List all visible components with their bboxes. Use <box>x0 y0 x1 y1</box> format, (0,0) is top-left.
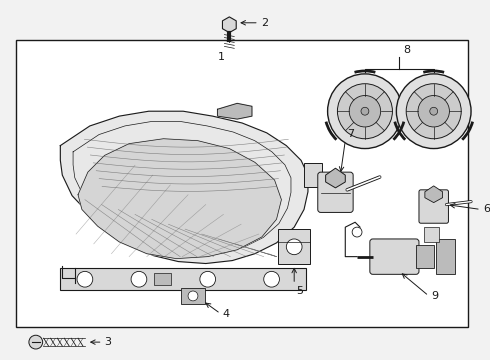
FancyBboxPatch shape <box>318 172 353 212</box>
Bar <box>424 227 439 242</box>
Text: 8: 8 <box>403 45 410 55</box>
Polygon shape <box>60 111 308 264</box>
Bar <box>16 40 468 327</box>
Polygon shape <box>326 168 345 188</box>
Circle shape <box>396 74 471 149</box>
Bar <box>416 245 434 269</box>
Circle shape <box>286 239 302 255</box>
Polygon shape <box>425 186 442 203</box>
Polygon shape <box>218 103 252 119</box>
Polygon shape <box>78 139 281 258</box>
Circle shape <box>361 107 369 115</box>
Text: 2: 2 <box>261 18 268 28</box>
Circle shape <box>77 271 93 287</box>
Circle shape <box>418 95 449 127</box>
Bar <box>436 239 455 274</box>
Bar <box>154 273 172 285</box>
Text: 9: 9 <box>431 291 438 301</box>
Polygon shape <box>222 17 236 33</box>
Circle shape <box>200 271 216 287</box>
Bar <box>278 229 310 265</box>
Circle shape <box>349 95 381 127</box>
Text: 5: 5 <box>296 286 303 296</box>
Circle shape <box>352 227 362 237</box>
Text: 6: 6 <box>483 204 490 215</box>
Text: 4: 4 <box>222 309 230 319</box>
Bar <box>60 269 306 290</box>
Circle shape <box>131 271 147 287</box>
Text: 3: 3 <box>104 337 112 347</box>
FancyBboxPatch shape <box>370 239 419 274</box>
Bar <box>181 288 205 304</box>
Circle shape <box>328 74 402 149</box>
Circle shape <box>406 84 461 139</box>
Circle shape <box>264 271 279 287</box>
Text: 1: 1 <box>218 52 225 62</box>
Circle shape <box>338 84 392 139</box>
Circle shape <box>430 107 438 115</box>
Circle shape <box>29 335 43 349</box>
Bar <box>304 163 322 187</box>
Text: 7: 7 <box>347 129 354 139</box>
Circle shape <box>188 291 198 301</box>
FancyBboxPatch shape <box>419 190 448 223</box>
